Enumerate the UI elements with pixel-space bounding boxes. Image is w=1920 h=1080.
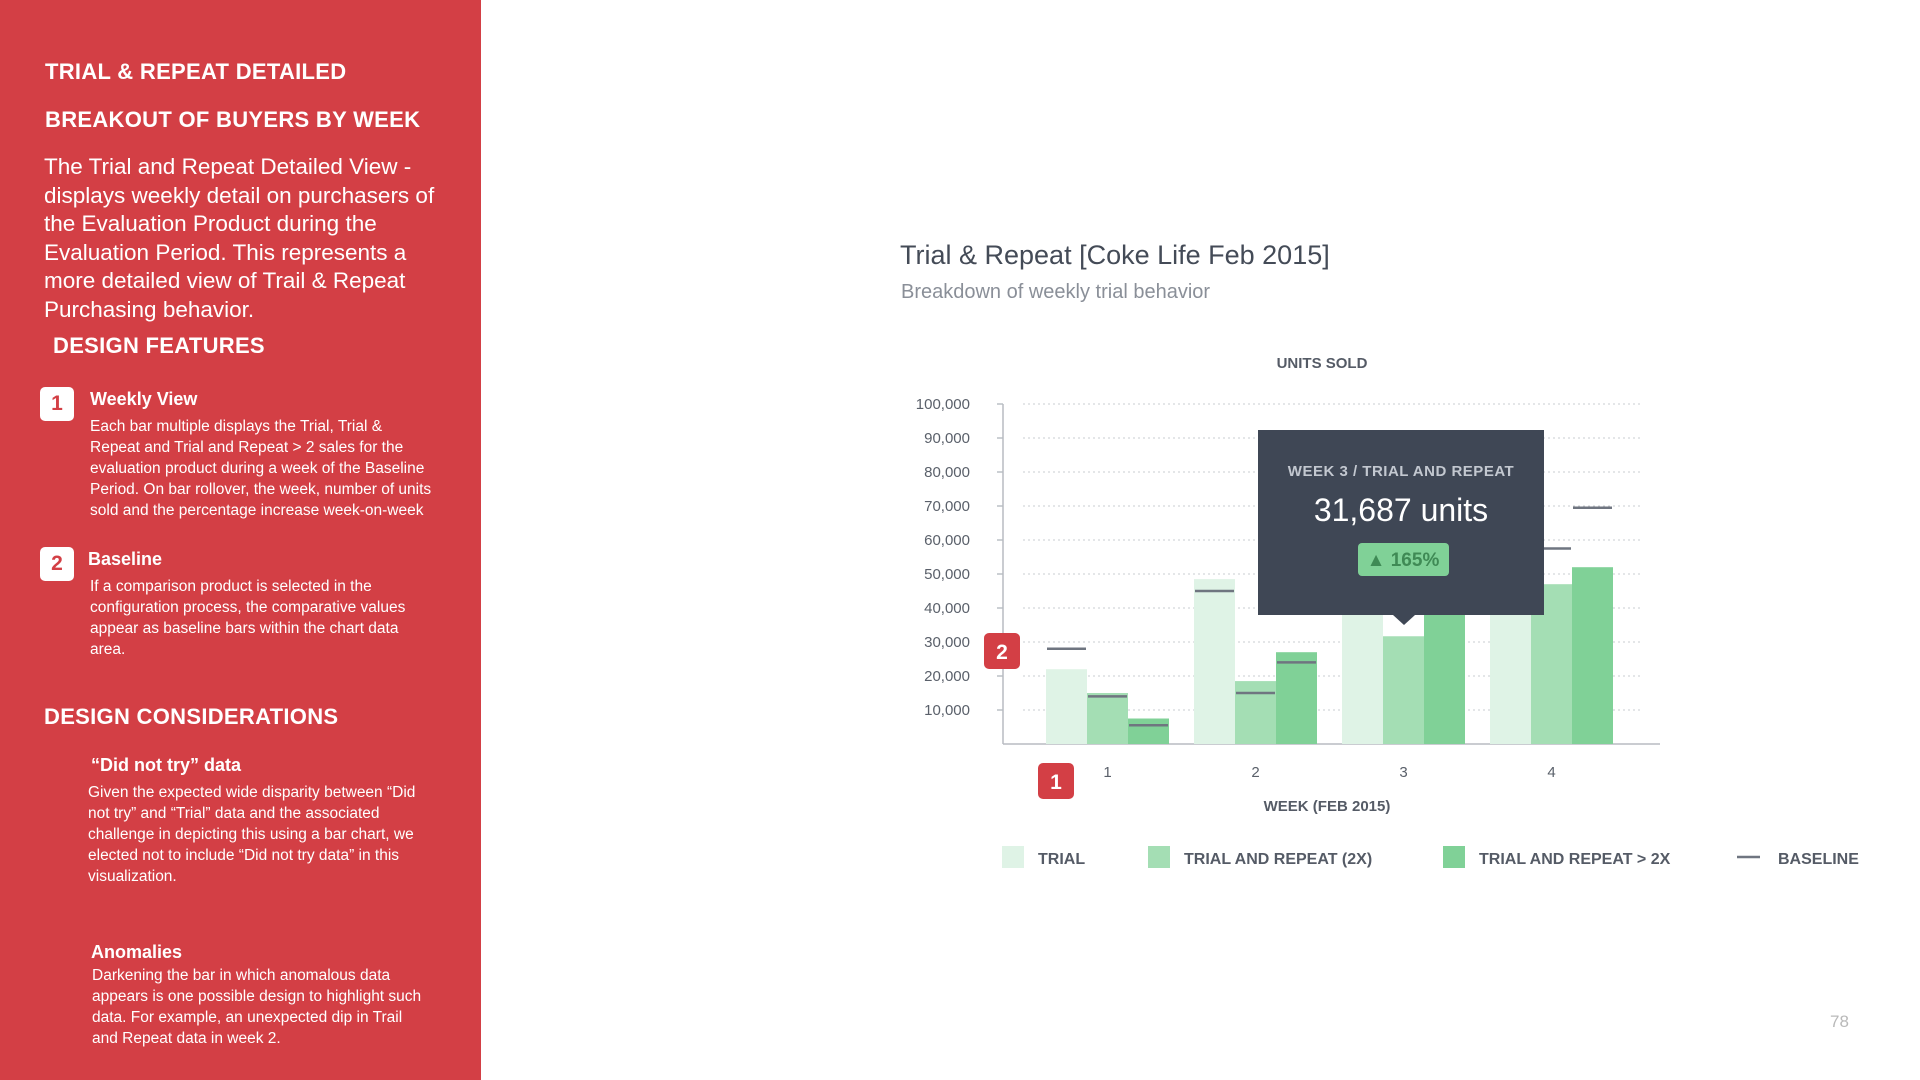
x-axis-label: WEEK (FEB 2015) <box>1264 798 1391 815</box>
trial-repeat-gt2x-bar[interactable] <box>1128 718 1169 745</box>
x-tick-label: 4 <box>1547 764 1555 781</box>
callout-badge-1 <box>1038 763 1074 799</box>
design-considerations-heading: DESIGN CONSIDERATIONS <box>44 704 339 729</box>
trial-bar[interactable] <box>1342 614 1383 744</box>
y-tick-label: 90,000 <box>924 430 970 447</box>
y-tick-label: 40,000 <box>924 600 970 617</box>
legend-swatch-3 <box>1443 846 1465 868</box>
trial-repeat-2x-bar[interactable] <box>1087 693 1128 744</box>
feature-2-title: Baseline <box>88 549 163 569</box>
chart-title: Trial & Repeat [Coke Life Feb 2015] <box>900 240 1330 270</box>
design-features-heading: DESIGN FEATURES <box>53 333 265 358</box>
change-badge <box>1358 543 1449 576</box>
tooltip-box <box>1258 430 1544 615</box>
trial-bar[interactable] <box>1194 579 1235 744</box>
feature-1-desc: Each bar multiple displays the Trial, Tr… <box>90 418 432 519</box>
x-tick-label: 3 <box>1399 764 1407 781</box>
y-tick-label: 10,000 <box>924 702 970 719</box>
consideration-1-desc: Given the expected wide disparity betwee… <box>88 784 416 885</box>
legend-baseline-label: BASELINE <box>1778 851 1859 868</box>
feature-2-badge: 2 <box>40 547 74 581</box>
y-axis-label: UNITS SOLD <box>1277 355 1368 372</box>
sidebar-heading-title: TRIAL & REPEAT DETAILED <box>45 59 347 84</box>
y-tick-label: 50,000 <box>924 566 970 583</box>
legend-label: TRIAL <box>1038 851 1085 868</box>
y-tick-label: 20,000 <box>924 668 970 685</box>
y-tick-label: 70,000 <box>924 498 970 515</box>
feature-1-title: Weekly View <box>90 389 198 409</box>
callout-badge-label: 1 <box>1050 771 1062 794</box>
tooltip-pointer <box>1393 615 1415 625</box>
tooltip-label: WEEK 3 / TRIAL AND REPEAT <box>1288 463 1514 480</box>
feature-1-badge: 1 <box>40 387 74 421</box>
consideration-2-title: Anomalies <box>91 942 183 962</box>
legend-swatch-2 <box>1148 846 1170 868</box>
page-number: 78 <box>1830 1012 1849 1031</box>
y-tick-label: 60,000 <box>924 532 970 549</box>
trial-repeat-2x-bar[interactable] <box>1383 636 1424 744</box>
y-tick-label: 30,000 <box>924 634 970 651</box>
x-tick-label: 1 <box>1103 764 1111 781</box>
callout-badge-label: 2 <box>996 641 1008 664</box>
sidebar-panel: TRIAL & REPEAT DETAILED BREAKOUT OF BUYE… <box>0 0 481 1080</box>
trial-repeat-gt2x-bar[interactable] <box>1572 567 1613 744</box>
chart-subtitle: Breakdown of weekly trial behavior <box>901 281 1211 303</box>
callout-badge-2 <box>984 633 1020 669</box>
trial-bar[interactable] <box>1046 669 1087 744</box>
tooltip-value: 31,687 units <box>1314 492 1488 528</box>
y-tick-label: 80,000 <box>924 464 970 481</box>
trial-repeat-2x-bar[interactable] <box>1235 681 1276 744</box>
consideration-1-title: “Did not try” data <box>91 755 242 775</box>
sidebar-heading-subtitle: BREAKOUT OF BUYERS BY WEEK <box>45 107 421 132</box>
y-tick-label: 100,000 <box>916 396 970 413</box>
trial-bar[interactable] <box>1490 614 1531 744</box>
trial-repeat-gt2x-bar[interactable] <box>1276 652 1317 744</box>
legend-label: TRIAL AND REPEAT (2X) <box>1184 851 1372 868</box>
change-badge-text: ▲ 165% <box>1367 550 1440 571</box>
consideration-2-desc: Darkening the bar in which anomalous dat… <box>92 967 422 1047</box>
legend-label: TRIAL AND REPEAT > 2X <box>1479 851 1671 868</box>
trial-repeat-gt2x-bar[interactable] <box>1424 614 1465 744</box>
sidebar-intro-text: The Trial and Repeat Detailed View - dis… <box>44 154 435 322</box>
legend-swatch-1 <box>1002 846 1024 868</box>
x-tick-label: 2 <box>1251 764 1259 781</box>
feature-2-desc: If a comparison product is selected in t… <box>90 578 406 658</box>
